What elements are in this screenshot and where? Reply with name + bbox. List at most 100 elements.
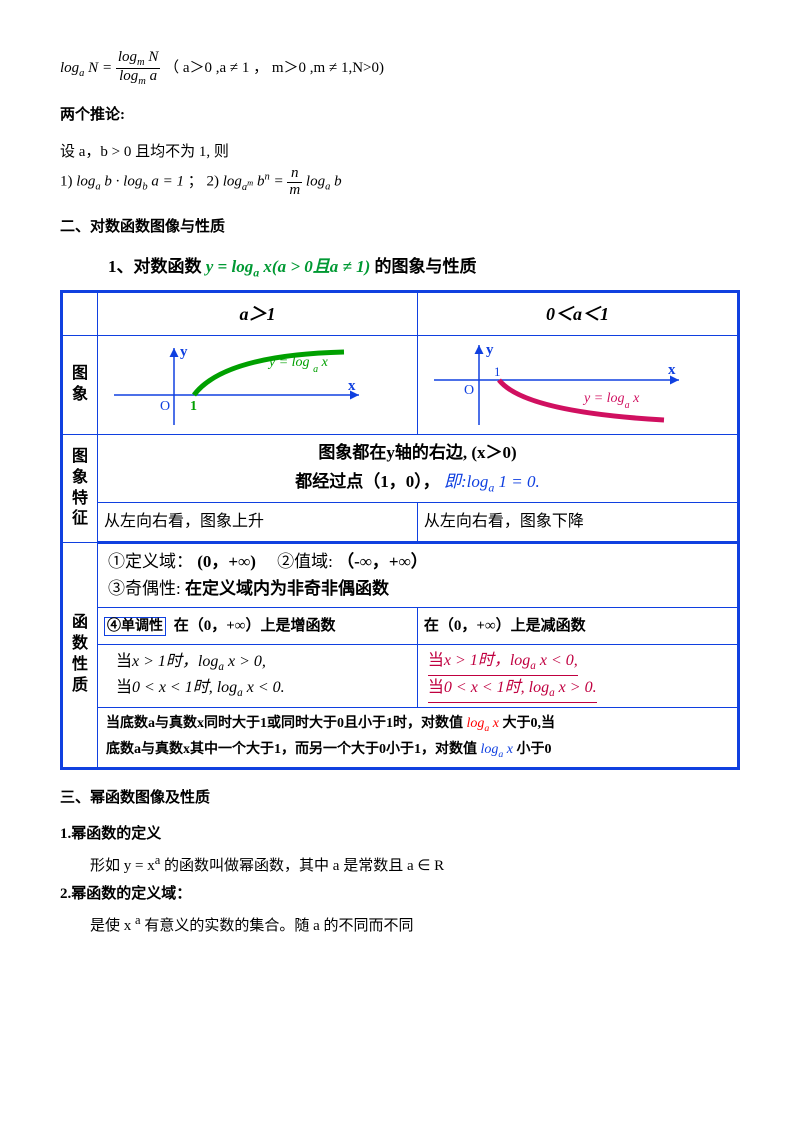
sign-right: 当x > 1时，loga x < 0, 当0 < x < 1时, loga x … bbox=[417, 645, 738, 708]
c-fd: m bbox=[287, 183, 302, 199]
c-f2a: log bbox=[223, 174, 242, 190]
section-3-title: 三、幂函数图像及性质 bbox=[60, 784, 740, 813]
sl2c: x < 0. bbox=[243, 679, 285, 696]
fd-sub: m bbox=[138, 76, 146, 87]
rl-image: 图 象 bbox=[72, 365, 88, 403]
curve-label: y = loga x bbox=[582, 391, 640, 411]
s2x: x bbox=[503, 742, 513, 757]
row-label-image: 图 象 bbox=[62, 336, 98, 435]
tt-f: y = log bbox=[206, 257, 253, 276]
fn-sub: m bbox=[137, 57, 145, 68]
log-graph-increasing: y x O 1 y = log a x bbox=[104, 340, 364, 430]
sub-1-body: 形如 y = xa 的函数叫做幂函数，其中 a 是常数且 a ∈ R bbox=[60, 849, 740, 881]
corollary-title: 两个推论: bbox=[60, 101, 740, 130]
feature-common: 图象都在y轴的右边, (x＞0) 都经过点（1，0）， 即:loga 1 = 0… bbox=[98, 435, 739, 503]
s2b-a: 是使 x bbox=[90, 918, 135, 934]
p3-val: 在定义域内为非奇非偶函数 bbox=[185, 579, 389, 598]
sub-1-title: 1.幂函数的定义 bbox=[60, 820, 740, 849]
log-function-table: a＞1 0＜a＜1 图 象 y x O 1 y = log a x y bbox=[60, 290, 740, 770]
f1b: (x＞0) bbox=[471, 443, 516, 462]
sl2b: 0 < x < 1时, log bbox=[132, 679, 237, 696]
sub-2-body: 是使 x a 有意义的实数的集合。随 a 的不同而不同 bbox=[60, 909, 740, 941]
tt-post: 的图象与性质 bbox=[375, 257, 477, 276]
log-graph-decreasing: y x O 1 y = loga x bbox=[424, 340, 684, 430]
corollary-pre: 设 a，b > 0 且均不为 1, 则 bbox=[60, 138, 740, 167]
hdr-blank bbox=[62, 292, 98, 336]
c-f1c: a = 1 bbox=[148, 174, 184, 190]
s2b-b: 有意义的实数的集合。随 a 的不同而不同 bbox=[141, 918, 414, 934]
prop-domain-range-parity: ①定义域： (0，+∞) ②值域: （-∞，+∞） ③奇偶性: 在定义域内为非奇… bbox=[98, 543, 739, 607]
sl1b: x > 1时，log bbox=[132, 653, 218, 670]
feature-left: 从左向右看，图象上升 bbox=[98, 502, 418, 542]
c-f2c: log bbox=[306, 174, 325, 190]
c-sep: ； 2) bbox=[188, 174, 223, 190]
p12-1: ①定义域： bbox=[108, 552, 193, 571]
section-2-title: 二、对数函数图像与性质 bbox=[60, 213, 740, 242]
s2b: 小于0 bbox=[517, 742, 552, 757]
curve-label: y = log a x bbox=[267, 355, 329, 375]
graph-cell-right: y x O 1 y = loga x bbox=[417, 336, 738, 435]
rl-prop: 函 数 性 质 bbox=[72, 614, 88, 693]
p12-2: ②值域: bbox=[260, 552, 333, 571]
s1x: x bbox=[489, 716, 499, 731]
hdr-a-gt-1: a＞1 bbox=[98, 292, 418, 336]
row-label-prop: 函 数 性 质 bbox=[62, 543, 98, 769]
sl1a: 当 bbox=[116, 653, 132, 670]
sr1c: x < 0, bbox=[536, 652, 578, 669]
f2b: 即:log bbox=[444, 472, 488, 491]
f-N: N bbox=[84, 60, 98, 76]
f-cond: （ a＞0 ,a ≠ 1 ， m＞0 ,m ≠ 1,N>0) bbox=[164, 60, 384, 76]
f2a: 都经过点（1，0）， bbox=[295, 472, 440, 491]
c-f1a: log bbox=[76, 174, 95, 190]
rl-feature: 图 象 特 征 bbox=[72, 448, 88, 527]
monotone-right: 在（0，+∞）上是减函数 bbox=[417, 607, 738, 645]
hdr-a-lt-1: 0＜a＜1 bbox=[417, 292, 738, 336]
sl2a: 当 bbox=[116, 679, 132, 696]
fd-post: a bbox=[146, 68, 157, 84]
fd-pre: log bbox=[119, 68, 138, 84]
f2c: 1 = 0. bbox=[494, 472, 539, 491]
s2a: 底数a与真数x其中一个大于1，而另一个大于0小于1，对数值 bbox=[106, 742, 477, 757]
table-title-row: 1、对数函数 y = loga x(a > 0且a ≠ 1) 的图象与性质 bbox=[60, 249, 740, 286]
p4-l: 在（0，+∞）上是增函数 bbox=[174, 618, 336, 634]
graph-cell-left: y x O 1 y = log a x bbox=[98, 336, 418, 435]
one-label: 1 bbox=[494, 364, 501, 379]
row-label-feature: 图 象 特 征 bbox=[62, 435, 98, 543]
y-label: y bbox=[180, 344, 188, 360]
x-label: x bbox=[348, 378, 356, 394]
c-f2b: b bbox=[253, 174, 264, 190]
sr2c: x > 0. bbox=[555, 679, 597, 696]
feature-right: 从左向右看，图象下降 bbox=[417, 502, 738, 542]
fn-pre: log bbox=[118, 49, 137, 65]
s1b-b: 的函数叫做幂函数，其中 a 是常数且 a ∈ R bbox=[160, 858, 444, 874]
f1a: 图象都在y轴的右边, bbox=[318, 443, 467, 462]
y-label: y bbox=[486, 342, 494, 358]
c-f2d: b bbox=[330, 174, 341, 190]
monotone-left: ④单调性 在（0，+∞）上是增函数 bbox=[98, 607, 418, 645]
fn-post: N bbox=[145, 49, 159, 65]
s1b-a: 形如 y = x bbox=[90, 858, 155, 874]
change-of-base-formula: loga N = logm N logm a （ a＞0 ,a ≠ 1 ， m＞… bbox=[60, 50, 740, 87]
sr2a: 当 bbox=[428, 679, 444, 696]
origin-label: O bbox=[160, 399, 170, 414]
c-p1: 1) bbox=[60, 174, 76, 190]
s2log: log bbox=[481, 742, 499, 757]
f-eq: = bbox=[98, 60, 116, 76]
sign-left: 当x > 1时，loga x > 0, 当0 < x < 1时, loga x … bbox=[98, 645, 418, 708]
c-eq: = bbox=[270, 174, 288, 190]
sr1a: 当 bbox=[428, 652, 444, 669]
c-f1b: b · log bbox=[101, 174, 143, 190]
p4-label: ④单调性 bbox=[104, 617, 166, 636]
sr1b: x > 1时，log bbox=[444, 652, 530, 669]
one-label: 1 bbox=[190, 399, 197, 414]
s1b: 大于0,当 bbox=[503, 716, 556, 731]
tt-fp: x(a > 0且a ≠ 1) bbox=[259, 257, 370, 276]
p12-2v: （-∞，+∞） bbox=[337, 552, 428, 571]
sub-2-title: 2.幂函数的定义域： bbox=[60, 880, 740, 909]
sl1c: x > 0, bbox=[224, 653, 266, 670]
corollary-line: 1) loga b · logb a = 1 ； 2) logam bn = n… bbox=[60, 166, 740, 199]
p12-1v: (0，+∞) bbox=[197, 552, 256, 571]
tt-pre: 1、对数函数 bbox=[108, 257, 206, 276]
x-label: x bbox=[668, 362, 676, 378]
s1a: 当底数a与真数x同时大于1或同时大于0且小于1时，对数值 bbox=[106, 716, 463, 731]
